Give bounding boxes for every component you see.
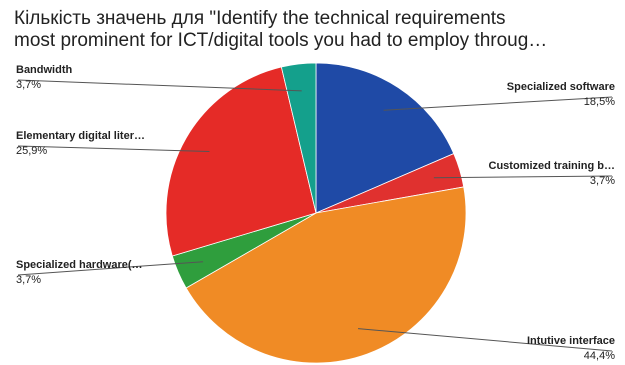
leader-line-5: [17, 79, 302, 92]
leader-line-4: [17, 145, 210, 152]
slice-value-5: 3,7%: [16, 79, 41, 91]
chart-title: Кількість значень для "Identify the tech…: [14, 8, 614, 52]
slice-label-5: Bandwidth: [16, 64, 72, 76]
pie-labels: Specialized software 18,5% Customized trai…: [16, 64, 615, 362]
pie-slice-4: [165, 66, 317, 257]
slice-value-0: 18,5%: [584, 96, 615, 108]
slice-label-4: Elementary digital liter…: [16, 130, 145, 142]
pie-slice-2: [185, 186, 467, 364]
slice-value-4: 25,9%: [16, 145, 47, 157]
chart-title-line-2: most prominent for ICT/digital tools you…: [14, 30, 548, 51]
slice-label-3: Specialized hardware(…: [16, 259, 143, 271]
chart-title-line-1: Кількість значень для "Identify the tech…: [14, 8, 506, 29]
slice-label-2: Intutive interface: [527, 335, 615, 347]
leader-line-3: [17, 261, 204, 276]
leader-line-2: [358, 328, 613, 352]
pie-leader-lines: [17, 79, 613, 352]
slice-value-1: 3,7%: [590, 175, 615, 187]
slice-label-1: Customized training b…: [489, 160, 616, 172]
slice-value-2: 44,4%: [584, 350, 615, 362]
leader-line-1: [433, 175, 613, 179]
pie-slice-5: [280, 62, 317, 214]
pie-slice-0: [315, 62, 455, 214]
slice-value-3: 3,7%: [16, 274, 41, 286]
pie-slices: [165, 62, 467, 364]
leader-line-0: [383, 96, 613, 111]
slice-label-0: Specialized software: [507, 81, 615, 93]
